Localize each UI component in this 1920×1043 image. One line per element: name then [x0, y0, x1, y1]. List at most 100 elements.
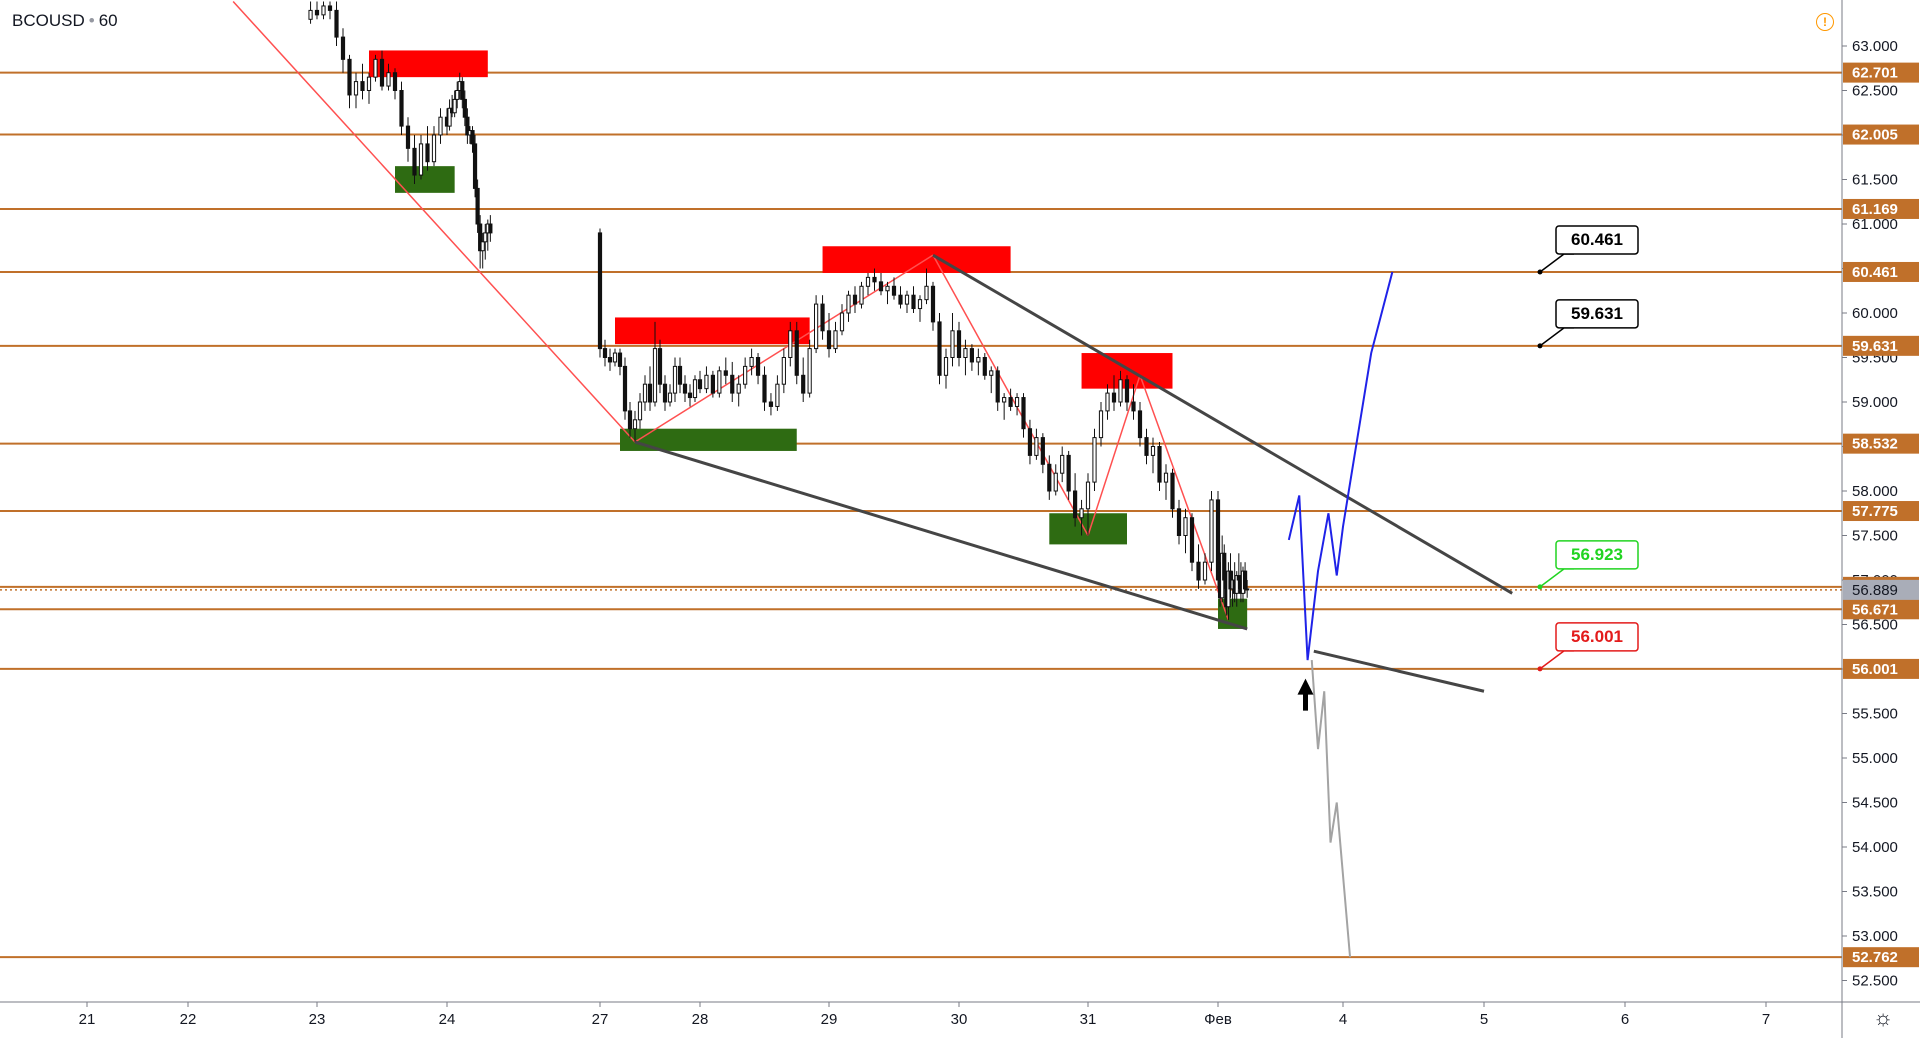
candle-body [308, 9, 313, 20]
candle-body [898, 294, 903, 305]
callout-anchor-dot [1537, 269, 1543, 275]
candle-body [1202, 561, 1208, 581]
time-tick-label: 21 [79, 1011, 96, 1028]
symbol-name: BCOUSD [12, 11, 85, 30]
candle-body [597, 232, 603, 350]
time-tick-label: 31 [1080, 1011, 1097, 1028]
candle-body [826, 330, 832, 350]
candle-body [1124, 379, 1130, 403]
demand-zone[interactable] [620, 428, 797, 451]
price-callout-label: 60.461 [1571, 230, 1623, 249]
bearish-projection-path[interactable] [1310, 660, 1352, 958]
bullish-projection-path[interactable] [1287, 271, 1394, 661]
candle-body [1034, 437, 1039, 456]
trend-line[interactable] [932, 253, 1513, 595]
candle-body [682, 383, 688, 394]
level-price-label: 62.005 [1852, 127, 1898, 144]
price-callout[interactable] [1555, 540, 1639, 570]
candle-body [447, 107, 452, 127]
candle-body [859, 285, 864, 305]
supply-zone[interactable] [822, 246, 1011, 273]
callout-anchor-dot [1537, 343, 1543, 349]
callout-anchor-dot [1537, 584, 1543, 590]
candle-body [917, 299, 923, 310]
price-callout[interactable] [1555, 299, 1639, 329]
alert-icon[interactable]: ! [1816, 13, 1834, 31]
candle-body [366, 76, 372, 92]
candle-body [788, 330, 793, 358]
level-price-tag [1843, 599, 1919, 620]
candle-body [460, 81, 465, 100]
trend-line[interactable] [1313, 649, 1485, 693]
candle-body [360, 81, 365, 91]
level-price-tag [1843, 335, 1919, 356]
candle-body [1245, 588, 1250, 591]
red-swing-line[interactable] [232, 0, 636, 443]
candle-body [1183, 517, 1188, 537]
candle-body [327, 5, 333, 11]
candle-body [1079, 508, 1084, 519]
candle-body [405, 125, 411, 149]
candle-body [602, 348, 608, 359]
candle-body [379, 58, 385, 87]
candle-body [647, 383, 653, 403]
candle-body [911, 294, 916, 310]
candle-body [353, 81, 359, 96]
candle-body [697, 379, 703, 390]
candle-body [891, 285, 897, 296]
price-tick-label: 55.000 [1852, 750, 1898, 767]
supply-zone[interactable] [615, 317, 810, 345]
price-tick-label: 52.500 [1852, 973, 1898, 990]
callout-pointer [1539, 650, 1574, 670]
level-price-label: 52.762 [1852, 949, 1898, 966]
candle-body [1170, 472, 1175, 510]
red-swing-line[interactable] [634, 254, 934, 443]
candle-body [1008, 397, 1013, 407]
candle-body [801, 374, 806, 394]
time-tick-label: 30 [951, 1011, 968, 1028]
symbol-title[interactable]: BCOUSD • 60 [12, 11, 118, 31]
price-tick-label: 60.000 [1852, 305, 1898, 322]
level-price-label: 62.701 [1852, 65, 1898, 82]
red-swing-line[interactable] [1139, 375, 1230, 621]
candle-body [814, 303, 819, 350]
candle-body [1209, 499, 1214, 563]
callout-pointer [1539, 568, 1574, 588]
candle-body [462, 98, 467, 118]
candle-body [833, 330, 838, 350]
candle-body [755, 357, 761, 376]
candle-body [781, 357, 786, 385]
time-tick-label: 22 [180, 1011, 197, 1028]
candle-body [687, 392, 693, 399]
level-price-tag [1843, 124, 1919, 145]
candle-body [642, 383, 648, 403]
price-callout-label: 56.001 [1571, 627, 1623, 646]
candle-body [865, 276, 871, 287]
candle-body [1002, 397, 1007, 403]
candle-body [392, 72, 398, 91]
price-callout[interactable] [1555, 622, 1639, 652]
red-swing-line[interactable] [1087, 375, 1141, 536]
candle-body [878, 281, 884, 292]
demand-zone[interactable] [395, 166, 455, 193]
settings-gear-icon[interactable]: ☼ [1873, 1005, 1894, 1030]
price-callout[interactable] [1555, 225, 1639, 255]
candle-body [431, 134, 437, 163]
candle-body [1150, 446, 1156, 456]
callout-anchor-dot [1537, 666, 1543, 672]
candle-body [976, 357, 981, 363]
candle-body [1098, 410, 1104, 439]
candle-body [314, 9, 320, 16]
candle-body [455, 90, 460, 100]
candle-body [483, 232, 488, 243]
candle-body [438, 116, 443, 136]
candle-body [373, 58, 378, 78]
candle-body [1163, 472, 1169, 483]
trend-line[interactable] [634, 440, 1248, 631]
time-tick-label: 29 [821, 1011, 838, 1028]
time-tick-label: 4 [1339, 1011, 1347, 1028]
price-tick-label: 58.000 [1852, 483, 1898, 500]
candle-body [1092, 437, 1097, 483]
